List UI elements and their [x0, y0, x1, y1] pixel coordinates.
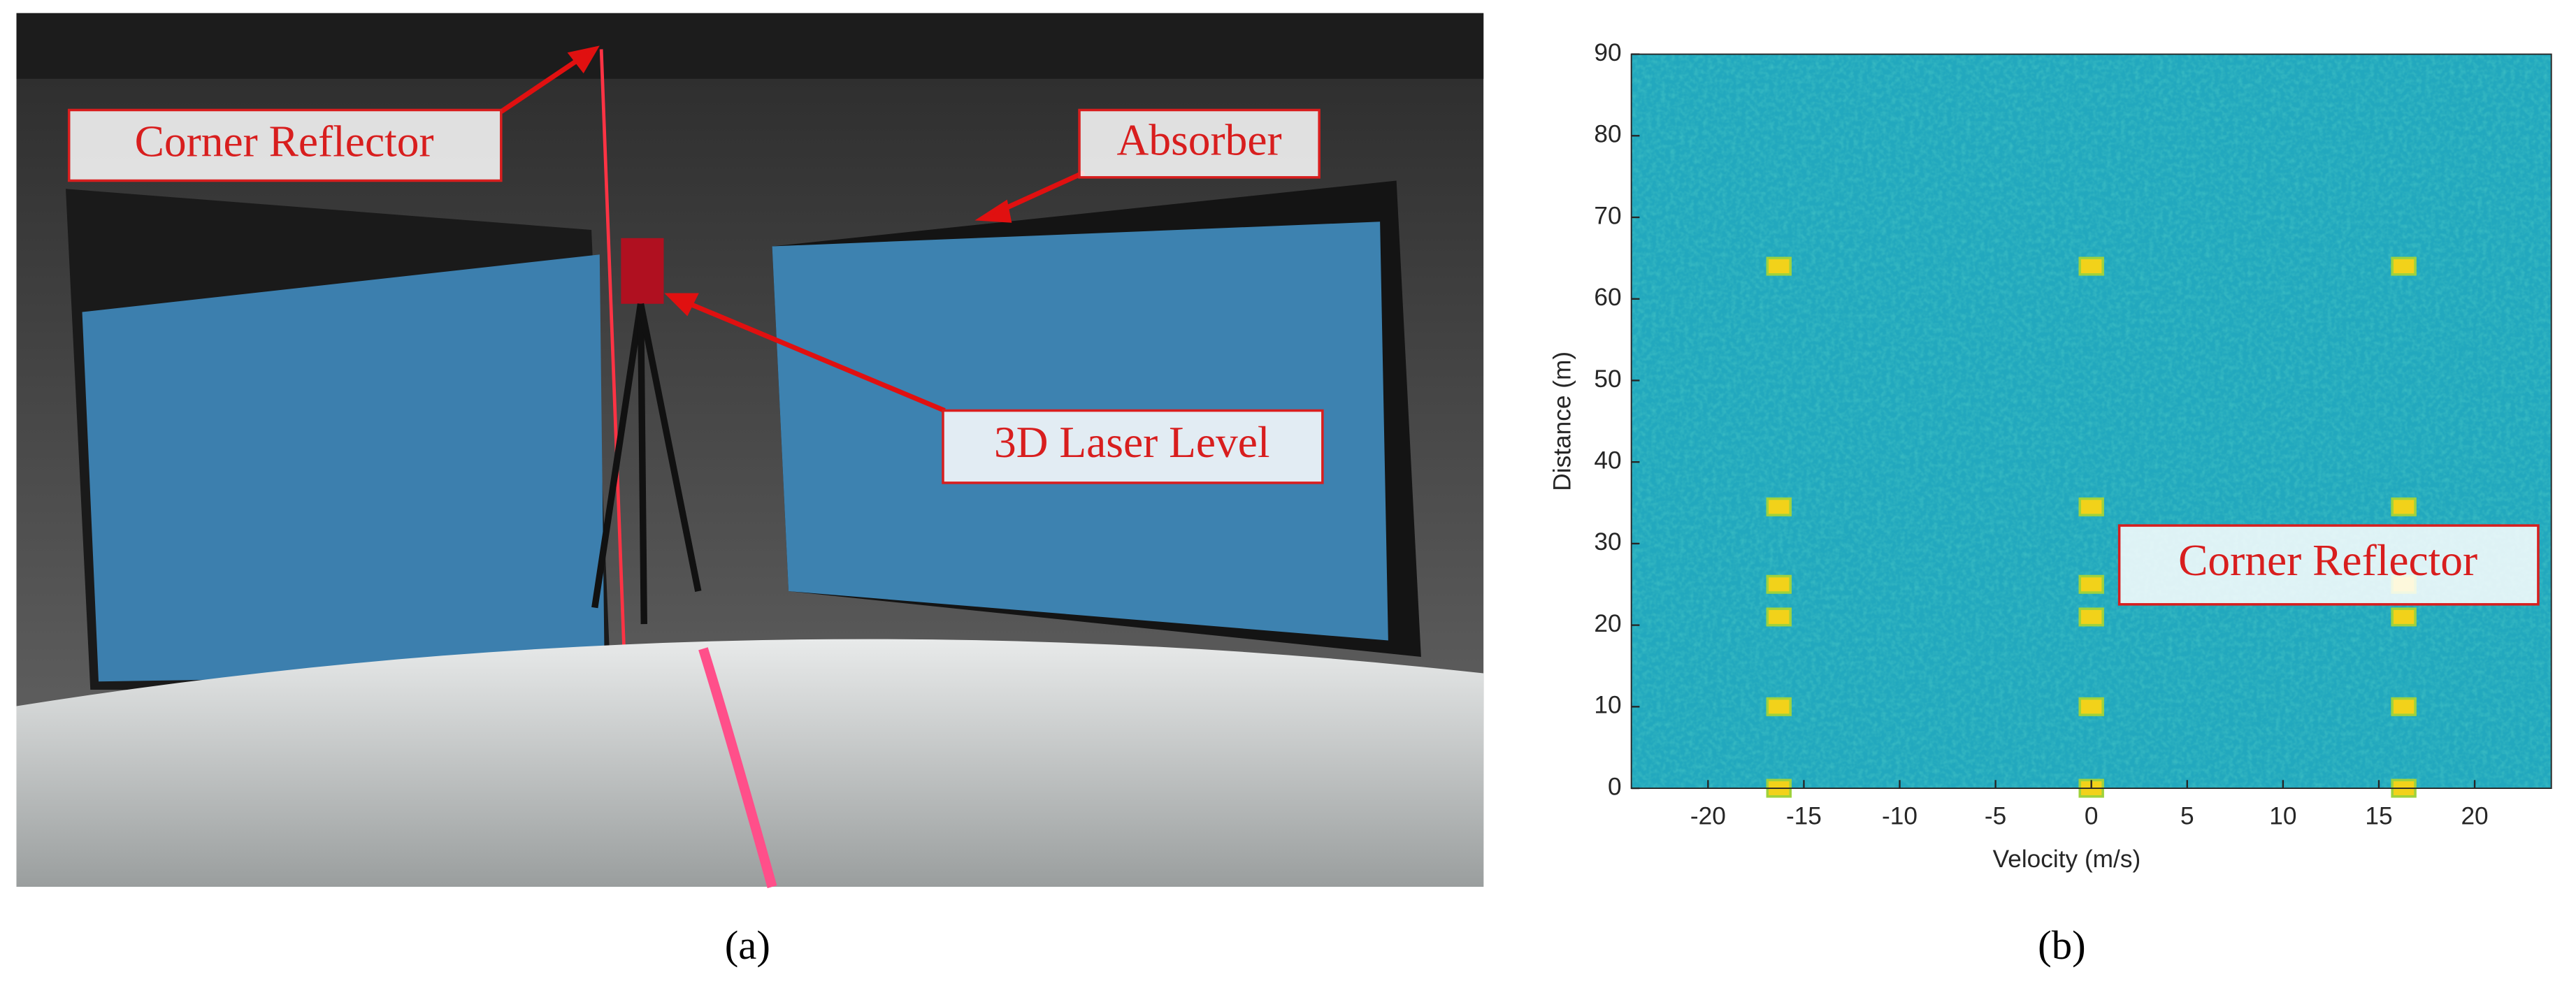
y-tick-label: 0 [1608, 773, 1622, 800]
annotation: 3D Laser Level [994, 417, 1270, 467]
annotation-boxes [67, 108, 1324, 484]
x-tick-label: 10 [2269, 803, 2296, 830]
plot-frame [1630, 53, 2552, 789]
heat-cell [1766, 607, 1792, 627]
heat-cell [2078, 256, 2104, 276]
heat-cell [1766, 497, 1792, 516]
x-tick-label: -15 [1786, 803, 1822, 830]
heat-cell [1766, 574, 1792, 594]
annotation-box [2117, 524, 2540, 606]
heat-cell [2391, 697, 2417, 716]
noise-tint [1631, 54, 2552, 789]
heat-cell [2078, 574, 2104, 594]
y-tick-label: 40 [1594, 447, 1621, 474]
x-axis-label: Velocity (m/s) [1993, 846, 2141, 873]
caption: (b) [2038, 922, 2086, 968]
noise-texture [1631, 54, 2552, 789]
y-tick-label: 50 [1594, 365, 1621, 393]
annotation: Corner Reflector [2178, 535, 2477, 585]
heat-cell [2391, 607, 2417, 627]
heatmap-chart: -20 -15 -10 -5 0 5 10 15 20 0 10 20 30 40 50 60 70 80 90 Ve… [1549, 39, 2552, 873]
y-tick-label: 60 [1594, 284, 1621, 311]
y-tick-label: 90 [1594, 39, 1621, 66]
x-tick-label: -10 [1882, 803, 1917, 830]
x-tick-label: -20 [1690, 803, 1726, 830]
y-tick-label: 70 [1594, 202, 1621, 229]
heat-cell [2078, 607, 2104, 627]
caption: (a) [725, 922, 770, 968]
annotation: Absorber [1117, 115, 1282, 164]
y-axis-label: Distance (m) [1549, 351, 1576, 491]
heat-cell [1766, 256, 1792, 276]
heat-cell [2078, 497, 2104, 516]
x-tick-label: 0 [2085, 803, 2099, 830]
x-tick-label: 15 [2365, 803, 2392, 830]
x-tick-label: 20 [2461, 803, 2488, 830]
heat-cell [1766, 697, 1792, 716]
x-tick-label: -5 [1985, 803, 2006, 830]
y-tick-label: 80 [1594, 121, 1621, 148]
heat-cell [2391, 256, 2417, 276]
y-tick-label: 20 [1594, 610, 1621, 637]
annotation: Corner Reflector [135, 117, 434, 166]
x-tick-label: 5 [2180, 803, 2194, 830]
heat-cell [2078, 697, 2104, 716]
y-tick-label: 30 [1594, 528, 1621, 556]
heat-cell [2391, 497, 2417, 516]
y-tick-label: 10 [1594, 692, 1621, 719]
